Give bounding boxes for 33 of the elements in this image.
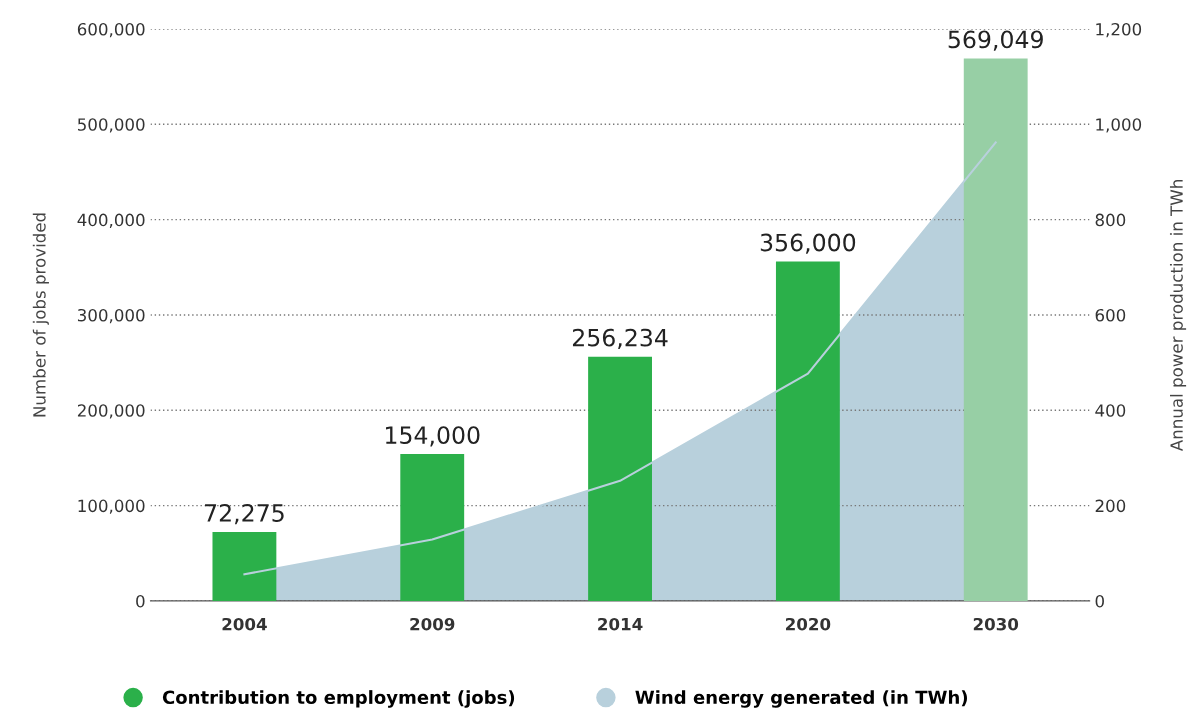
y2-tick-label: 1,200 <box>1096 22 1142 38</box>
y-tick-label: 0 <box>136 594 145 608</box>
y-tick-label: 300,000 <box>77 308 145 324</box>
data-label: 569,049 <box>948 30 1043 51</box>
x-tick-label: 2020 <box>786 617 831 631</box>
y-tick-label: 500,000 <box>78 118 145 133</box>
bar <box>775 261 840 601</box>
data-label: 256,234 <box>572 328 668 349</box>
y-tick-label: 100,000 <box>78 499 145 514</box>
y2-tick-label: 0 <box>1095 594 1104 608</box>
x-tick-label: 2030 <box>973 617 1019 631</box>
legend-label: Contribution to employment (jobs) <box>162 690 515 708</box>
data-label: 72,275 <box>205 504 284 525</box>
y2-axis-title: Annual power production in TWh <box>1169 180 1187 452</box>
y-tick-label: 200,000 <box>77 404 145 419</box>
y-axis-title: Number of jobs provided <box>32 213 49 417</box>
y2-tick-label: 200 <box>1095 499 1126 513</box>
bar <box>212 532 277 601</box>
bar <box>963 58 1028 601</box>
y2-tick-label: 600 <box>1095 308 1126 322</box>
data-label: 356,000 <box>760 233 856 254</box>
y2-tick-label: 800 <box>1095 213 1126 227</box>
x-tick-label: 2009 <box>410 617 455 631</box>
x-tick-label: 2004 <box>222 617 267 631</box>
y-tick-label: 400,000 <box>77 213 145 228</box>
x-tick-label: 2014 <box>598 617 643 631</box>
y-tick-label: 600,000 <box>77 22 145 38</box>
bar <box>400 454 465 601</box>
legend-label: Wind energy generated (in TWh) <box>635 690 968 708</box>
data-label: 154,000 <box>386 426 480 447</box>
y2-tick-label: 400 <box>1095 404 1126 417</box>
bar <box>588 356 652 601</box>
y2-tick-label: 1,000 <box>1096 118 1142 133</box>
